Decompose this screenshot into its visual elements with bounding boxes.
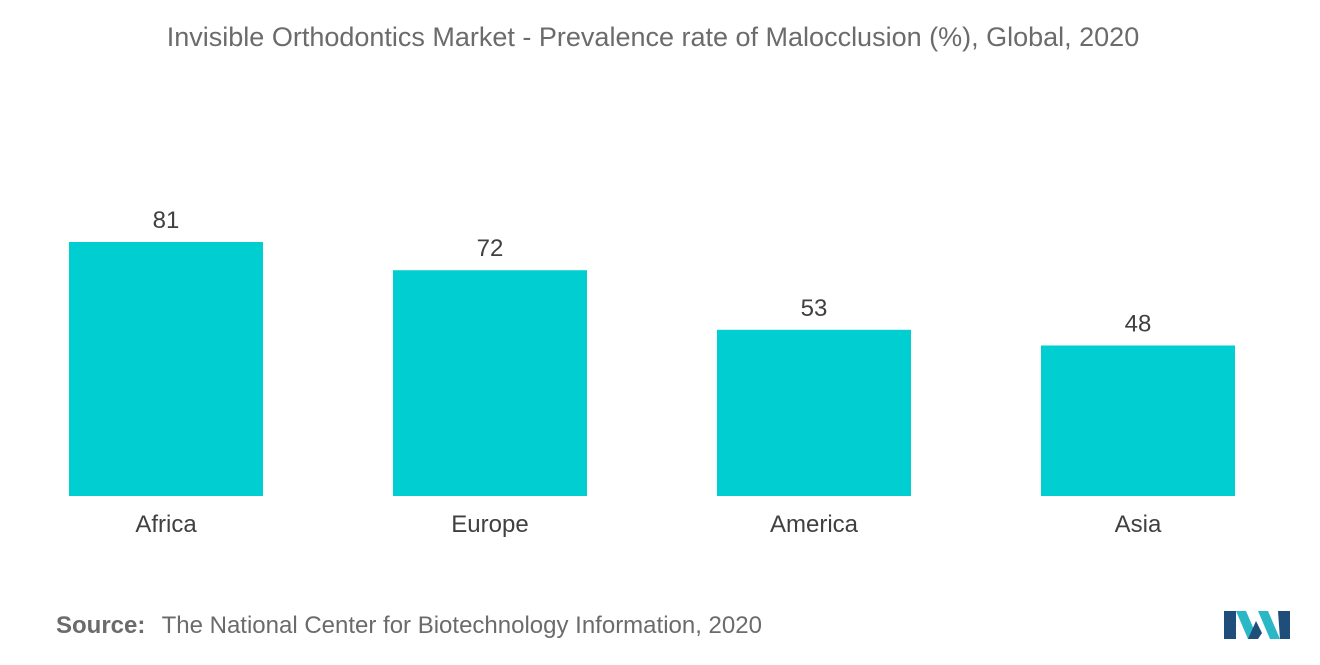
- data-label-america: 53: [801, 295, 828, 322]
- x-tick-label-america: America: [770, 511, 859, 538]
- data-label-africa: 81: [153, 207, 180, 234]
- source-label: Source:: [56, 612, 146, 639]
- bar-africa: [69, 242, 263, 496]
- x-tick-label-asia: Asia: [1115, 511, 1162, 538]
- bar-chart: 81 Africa 72 Europe 53 America 48 Asia: [69, 207, 1235, 538]
- bar-asia: [1041, 345, 1235, 496]
- bar-europe: [393, 270, 587, 496]
- data-label-europe: 72: [477, 235, 504, 262]
- bars-group: 81 Africa 72 Europe 53 America 48 Asia: [69, 207, 1235, 538]
- bar-america: [717, 329, 911, 496]
- chart-title: Invisible Orthodontics Market - Prevalen…: [166, 22, 1140, 52]
- source-note: Source: The National Center for Biotechn…: [56, 612, 762, 640]
- data-label-asia: 48: [1125, 310, 1152, 337]
- mordor-logo-icon: [1224, 611, 1290, 639]
- x-tick-label-europe: Europe: [451, 511, 528, 538]
- source-text: The National Center for Biotechnology In…: [161, 612, 762, 639]
- x-tick-label-africa: Africa: [135, 511, 197, 538]
